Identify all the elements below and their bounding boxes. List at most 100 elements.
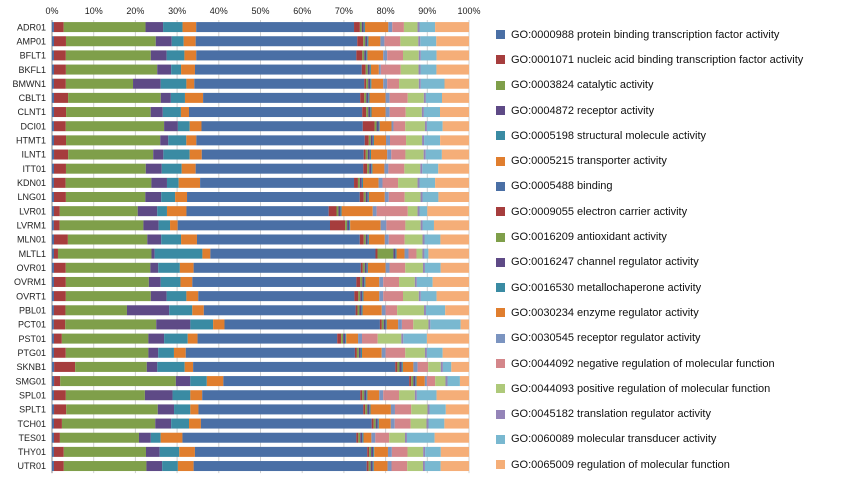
bar-segment	[404, 432, 407, 443]
bar-segment	[379, 121, 392, 132]
bar-segment	[409, 376, 412, 387]
bar-segment	[170, 220, 178, 231]
bar-segment	[162, 461, 178, 472]
bar-segment	[362, 121, 375, 132]
bar-segment	[417, 206, 420, 217]
bar-segment	[398, 177, 418, 188]
bar-segment	[151, 248, 155, 259]
legend-label: GO:0003824 catalytic activity	[511, 79, 654, 92]
bar-segment	[59, 432, 139, 443]
bar-segment	[65, 319, 157, 330]
bar-segment	[360, 276, 363, 287]
bar-segment	[213, 319, 225, 330]
bar-segment	[201, 149, 364, 160]
bar-segment	[380, 36, 385, 47]
bar-segment	[364, 92, 367, 103]
legend-label: GO:0000988 protein binding transcription…	[511, 28, 780, 41]
legend-label: GO:0044093 positive regulation of molecu…	[511, 382, 771, 395]
bar-segment	[363, 163, 368, 174]
bar-segment	[434, 432, 469, 443]
bar-segment	[196, 50, 357, 61]
bar-segment	[148, 347, 159, 358]
bar-segment	[372, 206, 377, 217]
bar-segment	[146, 461, 163, 472]
legend-swatch	[496, 409, 505, 419]
bar-segment	[194, 64, 362, 75]
bar-segment	[381, 347, 386, 358]
bar-segment	[65, 276, 149, 287]
legend-item: GO:0016209 antioxidant activity	[496, 224, 846, 249]
bar-segment	[422, 248, 425, 259]
bar-segment	[396, 248, 405, 259]
bar-segment	[203, 305, 356, 316]
bar-segment	[52, 177, 54, 188]
bar-segment	[341, 206, 373, 217]
bar-segment	[383, 319, 386, 330]
bar-segment	[196, 135, 365, 146]
bar-segment	[426, 121, 443, 132]
bar-segment	[171, 418, 190, 429]
bar-segment	[366, 50, 368, 61]
category-label: CLNT1	[17, 107, 46, 117]
bar-segment	[52, 50, 54, 61]
category-label: OVRM1	[14, 277, 46, 287]
bar-segment	[360, 291, 363, 302]
bar-segment	[146, 361, 158, 372]
bar-segment	[66, 107, 151, 118]
bar-segment	[150, 50, 167, 61]
bar-segment	[193, 461, 367, 472]
bar-segment	[428, 319, 431, 330]
legend-item: GO:0044093 positive regulation of molecu…	[496, 376, 846, 401]
bar-segment	[368, 461, 371, 472]
bar-segment	[460, 319, 469, 330]
bar-segment	[424, 262, 441, 273]
bar-segment	[442, 92, 469, 103]
bar-segment	[405, 347, 425, 358]
bar-segment	[53, 461, 64, 472]
bar-segment	[65, 163, 146, 174]
bar-segment	[156, 319, 191, 330]
legend-swatch	[496, 283, 505, 293]
bar-segment	[418, 64, 421, 75]
bar-segment	[54, 107, 67, 118]
bar-segment	[371, 446, 374, 457]
bar-segment	[424, 234, 441, 245]
bar-segment	[52, 319, 54, 330]
bar-segment	[202, 390, 361, 401]
bar-segment	[385, 262, 390, 273]
bar-segment	[433, 220, 469, 231]
bar-segment	[53, 432, 60, 443]
bar-segment	[362, 107, 367, 118]
bar-segment	[426, 418, 429, 429]
bar-segment	[378, 64, 381, 75]
legend-item: GO:0016530 metallochaperone activity	[496, 275, 846, 300]
bar-segment	[52, 192, 54, 202]
bar-segment	[427, 206, 469, 217]
bar-segment	[172, 390, 191, 401]
bar-segment	[379, 319, 382, 330]
bar-segment	[421, 107, 424, 118]
bar-segment	[52, 361, 55, 372]
bar-segment	[52, 333, 54, 344]
bar-segment	[389, 432, 405, 443]
bar-segment	[52, 347, 54, 358]
bar-segment	[420, 78, 445, 89]
bar-segment	[365, 64, 368, 75]
bar-segment	[53, 446, 64, 457]
bar-segment	[423, 446, 426, 457]
bar-segment	[65, 50, 151, 61]
x-tick-label: 20%	[126, 6, 144, 16]
bar-segment	[65, 177, 152, 188]
legend-swatch	[496, 156, 505, 166]
bar-segment	[419, 177, 436, 188]
bar-segment	[186, 206, 329, 217]
bar-segment	[407, 446, 424, 457]
bar-segment	[171, 36, 184, 47]
bar-segment	[440, 461, 469, 472]
category-label: HTMT1	[16, 136, 46, 146]
legend-item: GO:0060089 molecular transducer activity	[496, 427, 846, 452]
bar-segment	[387, 461, 392, 472]
bar-segment	[361, 333, 378, 344]
bar-segment	[68, 149, 154, 160]
y-axis-categories: ADR01 AMP01 BFLT1 BKFL1 BMWN1 CBLT1 CLNT1 DCI01…	[13, 22, 47, 471]
